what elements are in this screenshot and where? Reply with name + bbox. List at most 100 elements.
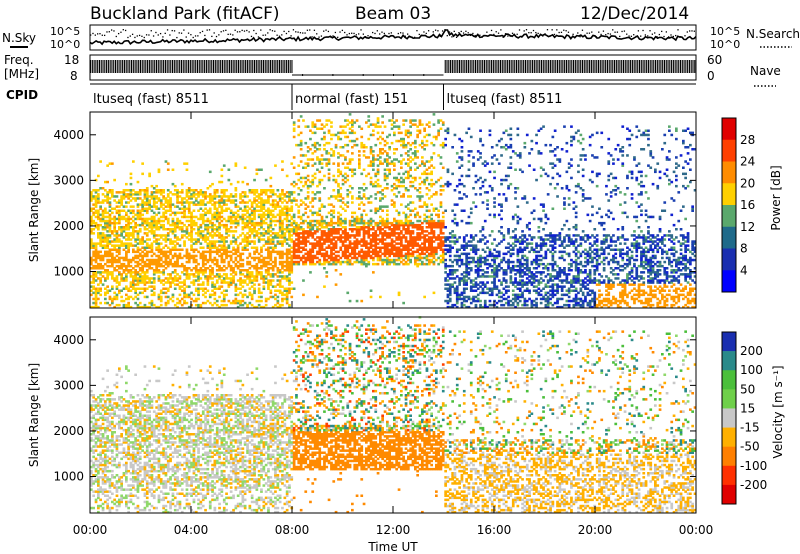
heatmap-cell [425,123,429,126]
heatmap-cell [97,195,100,198]
heatmap-cell [145,258,149,262]
heatmap-cell [353,139,357,143]
heatmap-cell [337,250,340,254]
heatmap-cell [304,207,308,210]
heatmap-cell [337,170,340,174]
noise-search-point [274,30,276,32]
heatmap-cell [374,246,378,249]
heatmap-cell [421,205,424,208]
heatmap-cell [416,133,419,137]
heatmap-cell [341,174,345,178]
heatmap-cell [388,260,391,264]
heatmap-cell [311,174,315,178]
heatmap-cell [218,180,221,184]
heatmap-cell [220,269,224,272]
heatmap-cell [283,207,287,210]
heatmap-cell [232,252,235,256]
noise-left-label: N.Sky [2,31,36,45]
heatmap-cell [243,195,247,198]
noise-search-point [148,34,150,36]
heatmap-cell [90,281,93,284]
noise-search-point [229,33,232,35]
heatmap-cell [346,193,350,196]
heatmap-cell [190,213,193,217]
heatmap-cell [173,279,177,282]
heatmap-cell [101,271,105,274]
heatmap-cell [416,156,419,159]
heatmap-cell [118,221,121,225]
heatmap-cell [337,164,340,167]
heatmap-cell [416,189,419,192]
heatmap-cell [402,123,405,126]
freq-mark [505,60,507,73]
heatmap-cell [136,203,140,206]
heatmap-cell [213,240,217,243]
heatmap-cell [267,250,270,254]
heatmap-cell [241,279,245,282]
heatmap-cell [288,195,291,198]
heatmap-cell [351,121,354,124]
heatmap-cell [257,201,261,204]
heatmap-cell [393,203,396,206]
heatmap-cell [113,269,116,272]
heatmap-cell [339,238,343,241]
heatmap-cell [159,242,163,245]
heatmap-cell [332,174,336,178]
freq-mark [211,60,213,73]
heatmap-cell [197,238,200,241]
heatmap-cell [290,271,294,274]
heatmap-cell [239,264,242,268]
heatmap-cell [125,303,128,307]
freq-mark [592,60,594,73]
heatmap-cell [206,289,210,292]
heatmap-cell [390,221,394,225]
heatmap-cell [281,223,284,227]
heatmap-cell [104,279,107,282]
heatmap-cell [145,232,149,235]
heatmap-cell [353,219,357,223]
heatmap-cell [211,267,214,270]
heatmap-cell [185,219,189,223]
heatmap-cell [138,203,142,206]
heatmap-cell [414,150,417,153]
heatmap-cell [220,275,224,278]
heatmap-cell [208,244,212,247]
freq-mark [214,60,216,73]
heatmap-cell [374,221,378,225]
heatmap-cell [288,207,291,210]
heatmap-cell [276,203,280,206]
heatmap-cell [194,303,198,307]
heatmap-cell [164,262,168,266]
heatmap-cell [278,289,282,292]
noise-search-point [658,33,661,36]
heatmap-cell [353,228,357,231]
heatmap-cell [288,234,291,237]
noise-search-point [486,31,488,33]
heatmap-cell [430,182,433,186]
heatmap-cell [92,291,95,295]
heatmap-cell [299,131,303,135]
heatmap-cell [341,178,345,182]
heatmap-cell [288,213,291,217]
heatmap-cell [129,244,133,247]
heatmap-cell [267,240,270,243]
heatmap-cell [118,240,121,243]
heatmap-cell [260,271,263,274]
heatmap-cell [218,269,221,272]
heatmap-cell [386,256,389,260]
heatmap-cell [381,234,384,237]
heatmap-cell [148,205,151,208]
heatmap-cell [159,281,163,284]
heatmap-cell [183,281,186,284]
heatmap-cell [94,303,98,307]
heatmap-cell [232,277,235,280]
heatmap-cell [155,242,158,245]
heatmap-cell [187,252,191,256]
heatmap-cell [145,221,149,225]
heatmap-cell [323,242,326,245]
heatmap-cell [339,240,343,243]
heatmap-cell [372,238,375,241]
heatmap-cell [285,228,289,231]
heatmap-cell [376,209,380,212]
heatmap-cell [104,228,107,231]
